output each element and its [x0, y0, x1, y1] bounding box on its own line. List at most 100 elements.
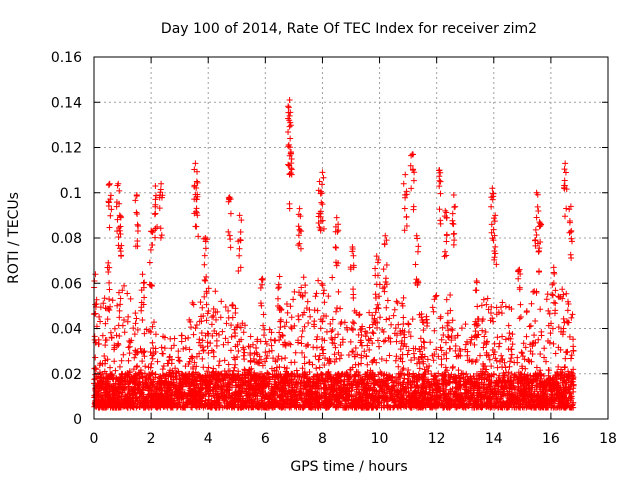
data-point	[452, 399, 459, 406]
data-point	[518, 372, 525, 379]
data-point	[214, 308, 221, 315]
data-point	[538, 332, 545, 339]
data-point	[366, 373, 373, 380]
data-point	[350, 399, 357, 406]
data-point	[99, 397, 106, 404]
data-point	[496, 340, 503, 347]
data-point	[232, 401, 239, 408]
data-point	[189, 299, 196, 306]
data-point	[400, 314, 407, 321]
data-point	[289, 370, 296, 377]
data-point	[313, 290, 320, 297]
data-point	[509, 331, 516, 338]
data-point	[301, 354, 308, 361]
data-point	[240, 329, 247, 336]
data-point	[287, 341, 294, 348]
data-point	[437, 315, 444, 322]
data-point	[501, 378, 508, 385]
data-point	[94, 388, 101, 395]
data-point	[423, 383, 430, 390]
data-point	[236, 374, 243, 381]
data-point	[241, 366, 248, 373]
data-point	[429, 386, 436, 393]
data-point	[143, 393, 150, 400]
data-point	[490, 351, 497, 358]
data-point	[548, 320, 555, 327]
data-point	[358, 325, 365, 332]
data-point	[546, 310, 553, 317]
data-point	[374, 337, 381, 344]
data-point	[273, 364, 280, 371]
data-point	[246, 383, 253, 390]
data-point	[334, 304, 341, 311]
data-point	[162, 399, 169, 406]
data-point	[418, 391, 425, 398]
data-point	[121, 282, 128, 289]
data-point	[559, 286, 566, 293]
data-point	[430, 308, 437, 315]
data-point	[130, 391, 137, 398]
data-point	[301, 309, 308, 316]
data-point	[217, 314, 224, 321]
data-point	[528, 358, 535, 365]
data-point	[167, 395, 174, 402]
data-point	[479, 327, 486, 334]
data-point	[217, 390, 224, 397]
data-point	[371, 380, 378, 387]
data-point	[440, 332, 447, 339]
data-point	[310, 321, 317, 328]
data-point	[388, 321, 395, 328]
data-point	[375, 293, 382, 300]
data-point	[327, 320, 334, 327]
data-point	[455, 367, 462, 374]
data-point	[487, 310, 494, 317]
data-point	[196, 372, 203, 379]
data-point	[361, 348, 368, 355]
data-point	[349, 404, 356, 411]
data-point	[234, 341, 241, 348]
data-point	[363, 372, 370, 379]
data-point	[232, 361, 239, 368]
data-point	[532, 339, 539, 346]
data-point	[468, 378, 475, 385]
data-point	[213, 404, 220, 411]
data-point	[312, 293, 319, 300]
data-point	[411, 354, 418, 361]
data-point	[519, 401, 526, 408]
data-point	[341, 404, 348, 411]
data-point	[545, 367, 552, 374]
data-point	[149, 352, 156, 359]
data-point	[175, 393, 182, 400]
data-point	[229, 301, 236, 308]
data-point	[173, 383, 180, 390]
data-point	[472, 358, 479, 365]
data-point	[383, 357, 390, 364]
data-point	[215, 401, 222, 408]
data-point	[122, 373, 129, 380]
data-point	[509, 341, 516, 348]
data-point	[358, 360, 365, 367]
data-point	[321, 287, 328, 294]
data-point	[152, 392, 159, 399]
data-point	[381, 402, 388, 409]
data-point	[450, 363, 456, 370]
data-point	[163, 381, 170, 388]
data-point	[272, 337, 279, 344]
data-point	[170, 370, 177, 377]
data-point	[281, 323, 288, 330]
data-point	[464, 388, 471, 395]
data-point	[302, 282, 309, 289]
data-point	[333, 387, 340, 394]
data-point	[288, 377, 295, 384]
data-point	[429, 304, 436, 311]
data-point	[140, 349, 147, 356]
data-point	[351, 376, 358, 383]
data-point	[288, 314, 295, 321]
data-point	[568, 352, 575, 359]
data-point	[245, 369, 252, 376]
data-point	[180, 404, 187, 411]
data-point	[482, 329, 489, 336]
data-point	[210, 312, 217, 319]
data-point	[330, 391, 337, 398]
data-point	[304, 374, 311, 381]
